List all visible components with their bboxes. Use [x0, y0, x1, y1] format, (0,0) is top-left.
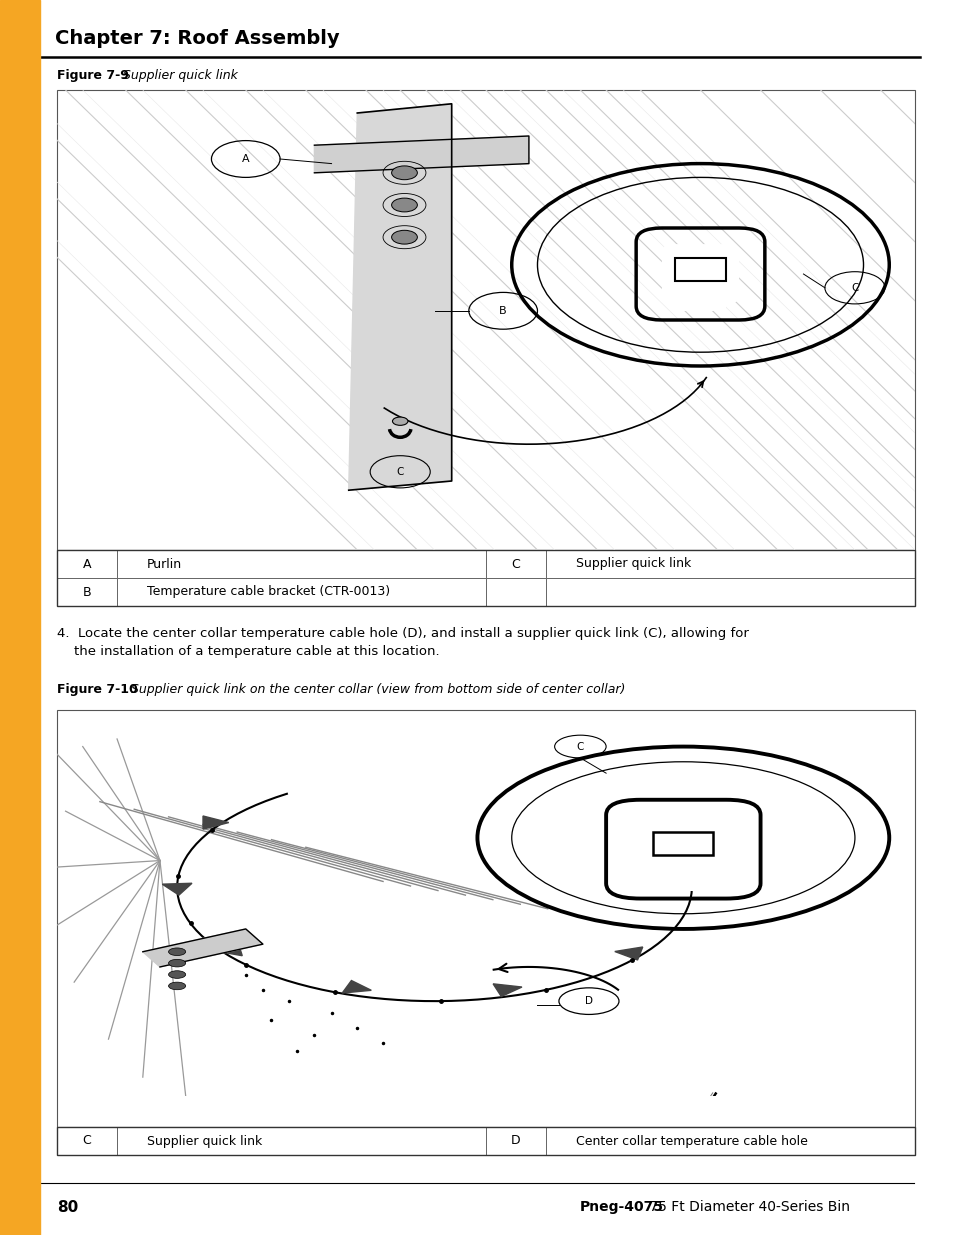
Polygon shape	[314, 136, 528, 173]
FancyBboxPatch shape	[636, 815, 730, 883]
Text: Supplier quick link: Supplier quick link	[147, 1135, 261, 1147]
Text: B: B	[498, 306, 506, 316]
Bar	[545, 1128, 914, 1155]
Bar	[57, 90, 914, 550]
Bar	[57, 1128, 914, 1155]
Text: C: C	[83, 1135, 91, 1147]
Circle shape	[169, 948, 186, 956]
Bar	[674, 258, 725, 280]
FancyBboxPatch shape	[661, 245, 739, 304]
Text: A: A	[83, 557, 91, 571]
Text: Pneg-4075: Pneg-4075	[579, 1200, 663, 1214]
Circle shape	[169, 971, 186, 978]
Text: Supplier quick link: Supplier quick link	[119, 68, 237, 82]
Bar	[674, 288, 725, 311]
Bar	[545, 550, 914, 578]
Bar	[545, 578, 914, 606]
Bar	[485, 1128, 545, 1155]
Circle shape	[392, 230, 416, 245]
Bar	[57, 550, 117, 578]
Circle shape	[392, 417, 408, 425]
Text: Purlin: Purlin	[147, 557, 181, 571]
Text: 75 Ft Diameter 40-Series Bin: 75 Ft Diameter 40-Series Bin	[644, 1200, 849, 1214]
Text: Center collar temperature cable hole: Center collar temperature cable hole	[575, 1135, 806, 1147]
Text: Supplier quick link on the center collar (view from bottom side of center collar: Supplier quick link on the center collar…	[127, 683, 625, 697]
Text: Figure 7-9: Figure 7-9	[57, 68, 129, 82]
Text: A: A	[242, 154, 250, 164]
Text: 4.  Locate the center collar temperature cable hole (D), and install a supplier : 4. Locate the center collar temperature …	[57, 627, 748, 640]
Text: C: C	[850, 283, 858, 293]
Bar	[485, 578, 545, 606]
Text: C: C	[576, 741, 583, 752]
Text: 80: 80	[57, 1199, 78, 1214]
Bar	[57, 1128, 117, 1155]
Circle shape	[169, 960, 186, 967]
Text: Figure 7-10: Figure 7-10	[57, 683, 137, 697]
Text: Temperature cable bracket (CTR-0013): Temperature cable bracket (CTR-0013)	[147, 585, 389, 599]
Circle shape	[392, 165, 416, 180]
Circle shape	[392, 198, 416, 212]
Bar	[57, 710, 914, 1128]
Text: the installation of a temperature cable at this location.: the installation of a temperature cable …	[57, 645, 439, 658]
Text: D: D	[511, 1135, 520, 1147]
Polygon shape	[143, 929, 263, 967]
Circle shape	[169, 982, 186, 989]
Bar	[117, 1128, 485, 1155]
Bar	[653, 832, 713, 855]
Text: C: C	[511, 557, 519, 571]
Text: D: D	[584, 997, 593, 1007]
Bar	[485, 550, 545, 578]
Text: B: B	[83, 585, 91, 599]
Bar	[117, 578, 485, 606]
Bar	[57, 578, 117, 606]
Bar	[653, 868, 713, 890]
Text: C: C	[396, 467, 403, 477]
Bar	[0, 0, 40, 1235]
Bar	[57, 550, 914, 606]
Text: Supplier quick link: Supplier quick link	[575, 557, 690, 571]
Polygon shape	[349, 104, 451, 490]
Text: Chapter 7: Roof Assembly: Chapter 7: Roof Assembly	[55, 28, 339, 47]
Bar	[117, 550, 485, 578]
